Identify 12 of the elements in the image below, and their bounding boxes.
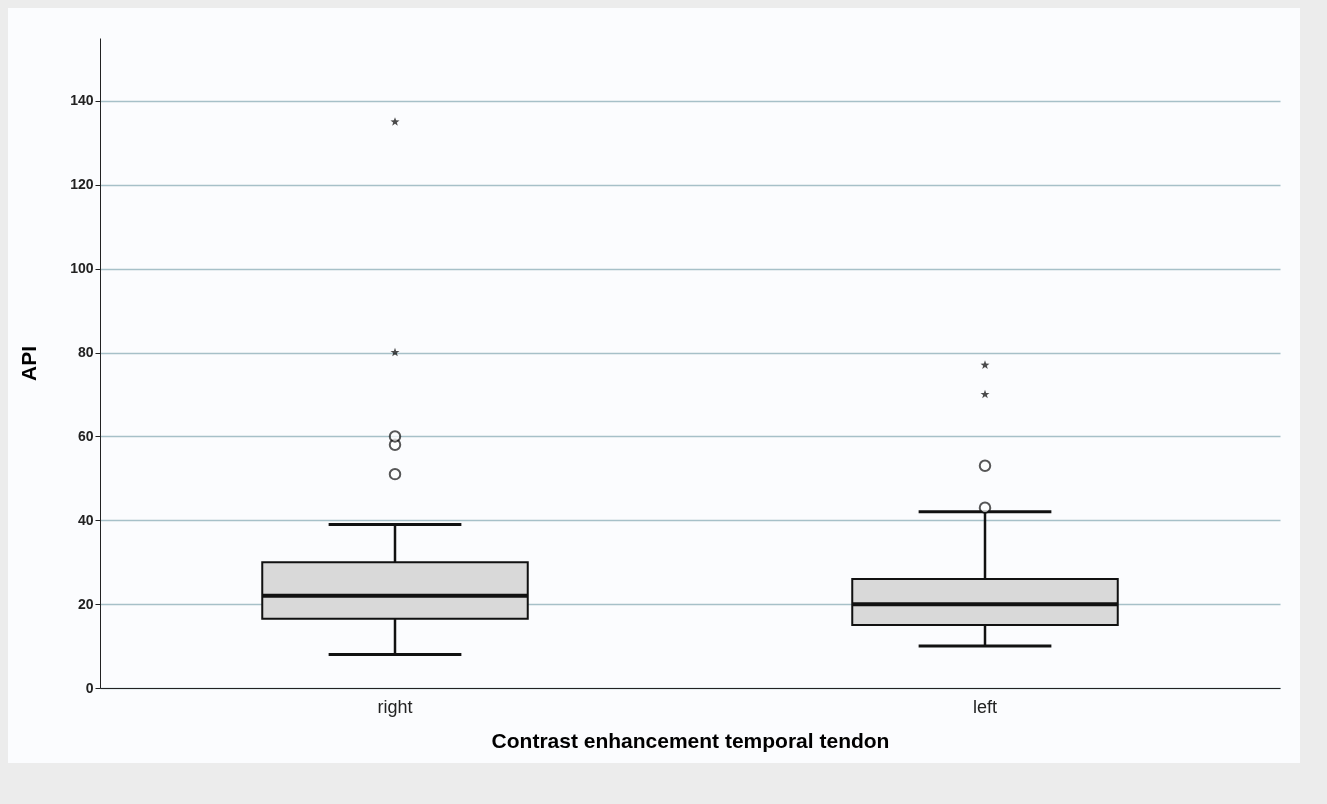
y-tick-label: 120 <box>70 176 94 193</box>
y-tick-label: 100 <box>70 260 94 277</box>
y-tick-label: 140 <box>70 92 94 109</box>
y-axis-title: API <box>17 345 41 382</box>
x-tick-label: left <box>972 696 998 717</box>
y-tick-label: 0 <box>85 679 94 696</box>
x-tick-label: right <box>377 696 413 717</box>
y-tick-label: 60 <box>77 427 94 444</box>
y-tick-label: 40 <box>77 511 94 528</box>
y-tick-label: 20 <box>77 595 94 612</box>
x-axis-title: Contrast enhancement temporal tendon <box>491 728 890 752</box>
y-tick-label: 80 <box>77 344 94 361</box>
